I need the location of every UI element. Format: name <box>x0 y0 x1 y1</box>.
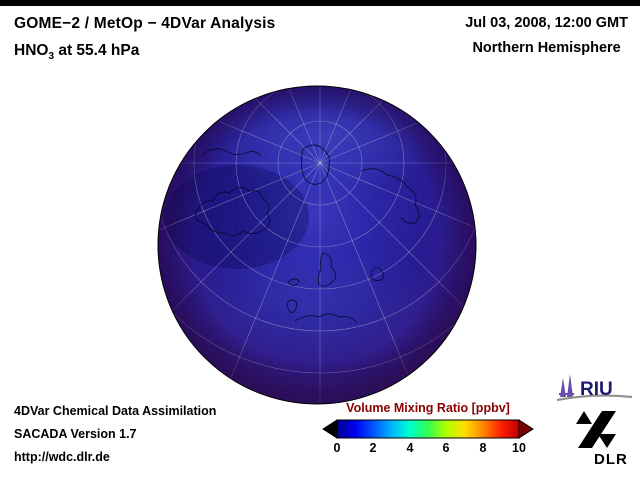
colorbar-title: Volume Mixing Ratio [ppbv] <box>346 401 510 415</box>
header-left: GOME−2 / MetOp − 4DVar Analysis HNO3 at … <box>14 15 275 62</box>
colorbar <box>322 419 534 439</box>
dlr-logo-emblem <box>576 411 616 448</box>
colorbar-ticks: 0 2 4 6 8 10 <box>322 441 534 457</box>
tick-label-6: 6 <box>442 441 450 455</box>
colorbar-gradient-bar <box>336 419 520 439</box>
region-label: Northern Hemisphere <box>472 40 621 56</box>
hemisphere-map <box>157 85 477 405</box>
subtitle-level: at 55.4 hPa <box>54 42 140 59</box>
tick-label-4: 4 <box>406 441 414 455</box>
subtitle-formula-sub: 3 <box>48 51 55 63</box>
riu-text: RIU <box>580 379 613 400</box>
globe-rim-shading <box>158 86 476 404</box>
credit-line-2: SACADA Version 1.7 <box>14 427 137 441</box>
colorbar-right-arrow <box>518 419 534 439</box>
tick-label-10: 10 <box>512 441 526 455</box>
top-border <box>0 0 640 6</box>
credit-url: http://wdc.dlr.de <box>14 450 110 464</box>
page-subtitle: HNO3 at 55.4 hPa <box>14 42 275 62</box>
datetime-label: Jul 03, 2008, 12:00 GMT <box>465 15 628 31</box>
tick-label-0: 0 <box>333 441 341 455</box>
riu-cathedral-icon <box>559 374 574 397</box>
tick-label-8: 8 <box>479 441 487 455</box>
riu-logo: RIU <box>556 374 633 402</box>
page-title: GOME−2 / MetOp − 4DVar Analysis <box>14 15 276 32</box>
header-right: Jul 03, 2008, 12:00 GMT Northern Hemisph… <box>465 15 628 56</box>
footer-credits: 4DVar Chemical Data Assimilation SACADA … <box>14 403 216 472</box>
credit-line-1: 4DVar Chemical Data Assimilation <box>14 404 217 418</box>
dlr-text: DLR <box>594 451 628 468</box>
riu-swoosh <box>556 394 633 402</box>
globe-limb <box>157 85 477 405</box>
colorbar-left-arrow <box>322 419 338 439</box>
subtitle-formula: HNO <box>14 42 49 59</box>
tick-label-2: 2 <box>369 441 377 455</box>
